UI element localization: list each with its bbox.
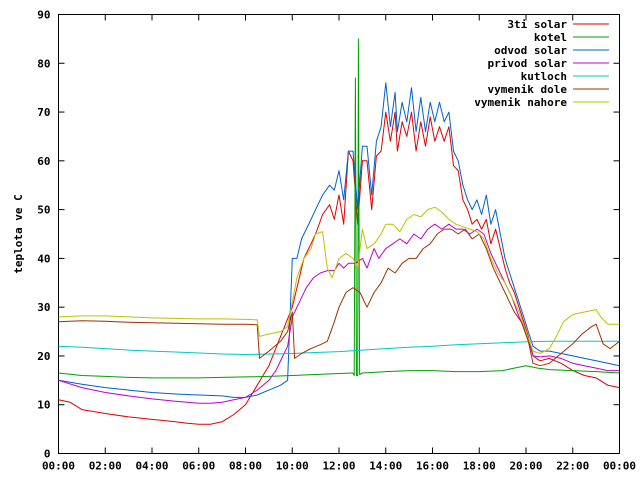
y-tick-label: 0: [44, 448, 51, 461]
x-tick-label: 20:00: [509, 460, 542, 473]
x-tick-label: 00:00: [42, 460, 75, 473]
x-tick-label: 02:00: [89, 460, 122, 473]
x-tick-label: 06:00: [182, 460, 215, 473]
series-line: [58, 228, 620, 367]
x-tick-label: 18:00: [463, 460, 496, 473]
y-axis-title: teplota ve C: [12, 194, 25, 273]
legend-label: kotel: [534, 31, 567, 44]
y-tick-label: 20: [37, 350, 50, 363]
y-tick-label: 50: [37, 204, 50, 217]
legend-label: 3ti solar: [507, 18, 567, 31]
x-tick-label: 00:00: [603, 460, 636, 473]
x-tick-label: 12:00: [322, 460, 355, 473]
y-tick-label: 30: [37, 301, 50, 314]
series-line: [58, 340, 620, 355]
legend-label: privod solar: [488, 57, 568, 70]
x-tick-label: 10:00: [276, 460, 309, 473]
x-tick-label: 22:00: [556, 460, 589, 473]
series-line: [58, 82, 620, 398]
series-line: [58, 223, 620, 404]
legend-label: kutloch: [521, 70, 567, 83]
y-tick-label: 10: [37, 399, 50, 412]
y-tick-label: 70: [37, 106, 50, 119]
x-tick-label: 08:00: [229, 460, 262, 473]
y-tick-label: 40: [37, 252, 50, 265]
legend-label: odvod solar: [494, 44, 567, 57]
series-line: [58, 38, 620, 379]
x-tick-label: 16:00: [416, 460, 449, 473]
series-lines: [58, 38, 620, 425]
axis-ticks: 0 10 20 30 40 50 60 70 80 90 00:00 02:00 04:00 06:00 0…: [37, 9, 636, 473]
y-tick-label: 90: [37, 9, 50, 22]
x-tick-label: 04:00: [135, 460, 168, 473]
series-line: [58, 206, 620, 354]
y-tick-label: 80: [37, 57, 50, 70]
y-tick-label: 60: [37, 155, 50, 168]
legend-label: vymenik dole: [488, 83, 568, 96]
legend-label: vymenik nahore: [474, 96, 567, 109]
series-line: [58, 111, 620, 425]
x-tick-label: 14:00: [369, 460, 402, 473]
